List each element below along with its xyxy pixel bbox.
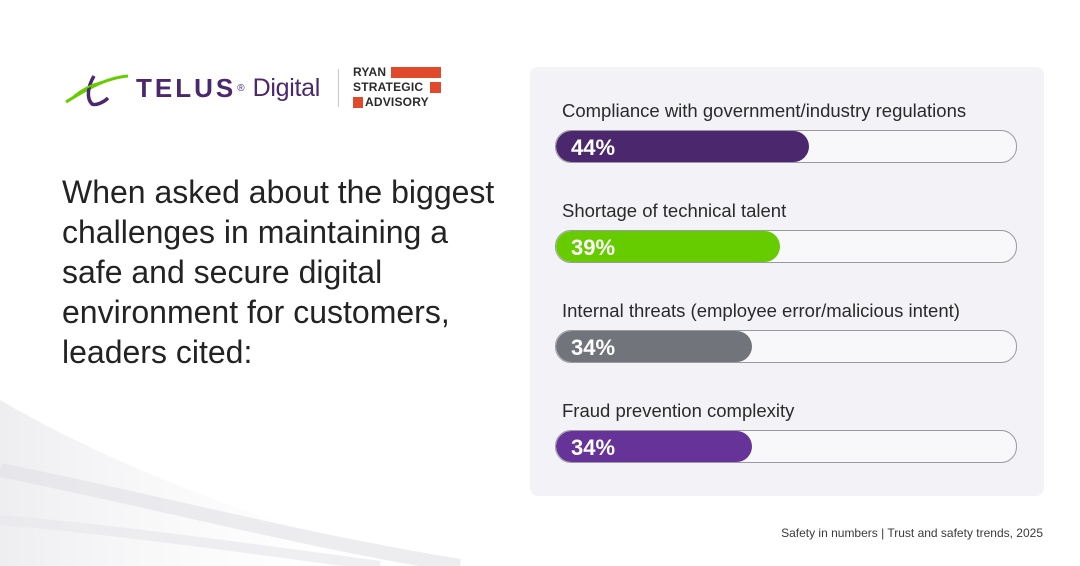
bar-value-label: 34% xyxy=(571,335,616,360)
bar-label: Fraud prevention complexity xyxy=(562,400,795,421)
bar-item: Fraud prevention complexity 34% xyxy=(555,400,1017,463)
source-note: Safety in numbers | Trust and safety tre… xyxy=(781,526,1043,540)
ryan-logo-block-2 xyxy=(429,82,441,93)
bar-track: 39% xyxy=(555,230,1017,263)
logo-divider xyxy=(337,69,339,107)
bar-value-label: 34% xyxy=(571,435,616,460)
bar-track: 34% xyxy=(555,330,1017,363)
ryan-strategic-advisory-logo: RYAN STRATEGIC ADVISORY xyxy=(352,65,443,110)
ryan-logo-line-1: RYAN xyxy=(352,65,387,79)
headline: When asked about the biggest challenges … xyxy=(62,174,495,370)
ryan-logo-block-3 xyxy=(352,97,363,108)
ryan-logo-block-1 xyxy=(390,67,441,78)
bar-value-label: 44% xyxy=(571,135,616,160)
telus-digital-label: Digital xyxy=(252,73,321,102)
bar-label: Shortage of technical talent xyxy=(562,200,787,221)
chart-panel: Compliance with government/industry regu… xyxy=(530,67,1044,496)
telus-leaf-icon xyxy=(65,74,129,107)
telus-wordmark: TELUS xyxy=(136,72,237,103)
bar-fill xyxy=(556,331,752,362)
bar-track: 34% xyxy=(555,430,1017,463)
logo-bar: TELUS ® Digital RYAN STRATEGIC ADVISORY xyxy=(64,66,443,110)
bar-label: Internal threats (employee error/malicio… xyxy=(562,300,960,321)
bar-item: Internal threats (employee error/malicio… xyxy=(555,300,1017,363)
bar-item: Shortage of technical talent 39% xyxy=(555,200,1017,263)
bar-track: 44% xyxy=(555,130,1017,163)
ryan-logo-line-3: ADVISORY xyxy=(364,95,429,109)
bar-fill xyxy=(556,131,809,162)
bar-fill xyxy=(556,231,781,262)
ryan-logo-line-2: STRATEGIC xyxy=(352,80,424,94)
bar-item: Compliance with government/industry regu… xyxy=(555,100,1017,163)
bar-value-label: 39% xyxy=(571,235,616,260)
bar-fill xyxy=(556,431,752,462)
telus-registered-mark: ® xyxy=(237,82,245,94)
bar-label: Compliance with government/industry regu… xyxy=(562,100,967,121)
